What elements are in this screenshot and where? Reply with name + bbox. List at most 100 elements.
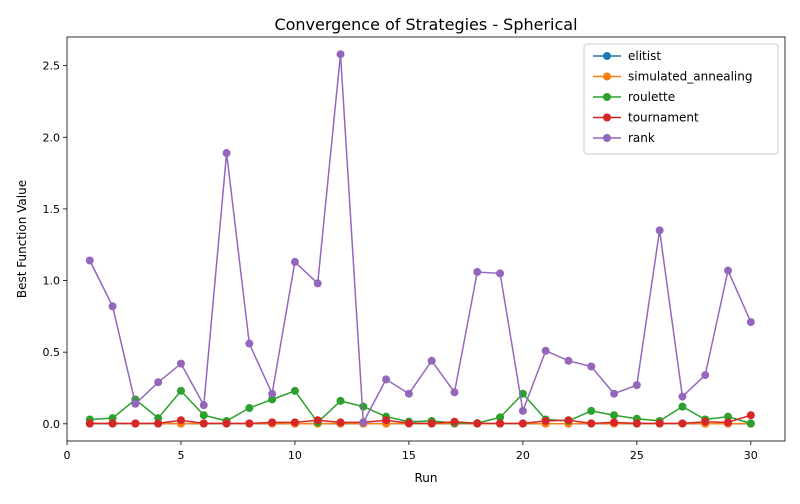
data-point-tournament [154, 419, 162, 427]
data-point-tournament [678, 419, 686, 427]
data-point-roulette [747, 419, 755, 427]
data-point-rank [450, 388, 458, 396]
data-point-rank [656, 226, 664, 234]
data-point-rank [177, 360, 185, 368]
data-point-tournament [519, 419, 527, 427]
data-point-rank [359, 418, 367, 426]
y-tick-label: 0.5 [43, 346, 61, 359]
data-point-rank [109, 302, 117, 310]
data-point-rank [564, 357, 572, 365]
data-point-rank [382, 375, 390, 383]
data-point-roulette [678, 403, 686, 411]
legend-marker-rank [603, 134, 611, 142]
legend-marker-roulette [603, 93, 611, 101]
data-point-tournament [405, 419, 413, 427]
data-point-rank [314, 279, 322, 287]
data-point-rank [154, 378, 162, 386]
legend-marker-elitist [603, 52, 611, 60]
y-tick-label: 0.0 [43, 418, 61, 431]
data-point-tournament [268, 418, 276, 426]
legend-label-roulette: roulette [628, 90, 675, 104]
data-point-rank [337, 50, 345, 58]
data-point-tournament [564, 416, 572, 424]
data-point-tournament [656, 419, 664, 427]
data-point-tournament [291, 418, 299, 426]
data-point-rank [678, 393, 686, 401]
data-point-rank [428, 357, 436, 365]
legend-marker-tournament [603, 114, 611, 122]
legend-label-tournament: tournament [628, 111, 699, 125]
data-point-rank [245, 340, 253, 348]
data-point-rank [405, 390, 413, 398]
legend-marker-simulated_annealing [603, 73, 611, 81]
data-point-roulette [245, 404, 253, 412]
data-point-rank [291, 258, 299, 266]
x-tick-label: 30 [744, 449, 758, 462]
data-point-tournament [245, 419, 253, 427]
data-point-tournament [131, 419, 139, 427]
x-tick-label: 0 [64, 449, 71, 462]
series-tournament [86, 411, 755, 427]
legend-label-simulated_annealing: simulated_annealing [628, 70, 752, 84]
data-point-rank [200, 401, 208, 409]
data-point-tournament [496, 419, 504, 427]
data-point-tournament [542, 417, 550, 425]
y-tick-label: 2.0 [43, 131, 61, 144]
data-point-rank [131, 400, 139, 408]
data-point-tournament [337, 418, 345, 426]
data-point-tournament [701, 418, 709, 426]
data-point-rank [724, 267, 732, 275]
data-point-tournament [177, 416, 185, 424]
data-point-tournament [382, 416, 390, 424]
data-point-tournament [314, 416, 322, 424]
data-point-rank [587, 363, 595, 371]
data-point-rank [268, 390, 276, 398]
data-point-rank [496, 269, 504, 277]
data-point-rank [542, 347, 550, 355]
data-point-roulette [337, 397, 345, 405]
data-point-roulette [200, 411, 208, 419]
y-axis-label: Best Function Value [15, 180, 29, 298]
data-point-rank [747, 318, 755, 326]
chart-title: Convergence of Strategies - Spherical [274, 15, 577, 34]
y-tick-label: 1.0 [43, 275, 61, 288]
data-point-rank [610, 390, 618, 398]
data-point-tournament [610, 418, 618, 426]
series-line-roulette [90, 391, 751, 424]
data-point-tournament [223, 419, 231, 427]
x-axis-label: Run [414, 471, 437, 485]
data-point-tournament [473, 419, 481, 427]
data-point-tournament [587, 419, 595, 427]
data-point-tournament [724, 418, 732, 426]
data-point-rank [473, 268, 481, 276]
data-point-tournament [109, 419, 117, 427]
data-point-roulette [359, 403, 367, 411]
data-point-roulette [610, 411, 618, 419]
data-point-rank [701, 371, 709, 379]
y-tick-label: 2.5 [43, 60, 61, 73]
data-point-tournament [450, 418, 458, 426]
data-point-rank [633, 381, 641, 389]
x-tick-label: 20 [516, 449, 530, 462]
data-point-rank [519, 407, 527, 415]
x-axis-ticks: 0 5 10 15 20 25 30 [64, 441, 758, 462]
data-point-roulette [587, 407, 595, 415]
x-tick-label: 25 [630, 449, 644, 462]
x-tick-label: 10 [288, 449, 302, 462]
data-point-tournament [200, 419, 208, 427]
x-tick-label: 5 [177, 449, 184, 462]
series-line-tournament [90, 415, 751, 423]
legend: elitist simulated_annealing roulette tourna… [584, 44, 778, 154]
y-axis-ticks: 0.00.51.01.52.02.5 [43, 60, 68, 431]
data-point-rank [86, 256, 94, 264]
data-point-tournament [747, 411, 755, 419]
data-point-tournament [633, 419, 641, 427]
data-point-rank [223, 149, 231, 157]
legend-label-elitist: elitist [628, 49, 661, 63]
data-point-roulette [177, 387, 185, 395]
x-tick-label: 15 [402, 449, 416, 462]
data-point-roulette [291, 387, 299, 395]
data-point-tournament [86, 419, 94, 427]
data-point-tournament [428, 419, 436, 427]
